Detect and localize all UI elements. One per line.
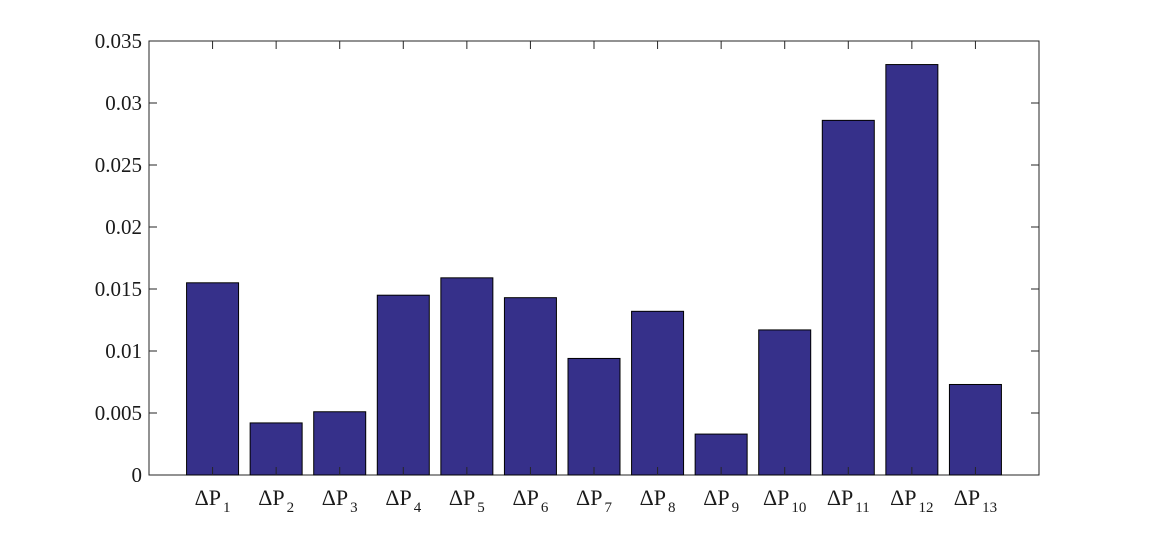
x-tick-label-4: ΔP 4	[385, 485, 421, 516]
bar-2	[249, 422, 303, 476]
y-tick-label-2: 0.01	[105, 339, 142, 363]
x-tick-label-13: ΔP 13	[954, 485, 997, 516]
y-tick-label-0: 0	[132, 463, 143, 487]
bar-1	[186, 282, 240, 476]
x-tick-label-base: ΔP	[512, 485, 538, 510]
ticks-layer	[149, 40, 1039, 476]
y-tick-label-4: 0.02	[105, 215, 142, 239]
bar-11	[821, 119, 875, 476]
bar-7	[567, 357, 621, 476]
x-tick-label-subscript: 1	[223, 500, 231, 516]
bar-10	[758, 329, 812, 476]
x-tick-label-base: ΔP	[258, 485, 284, 510]
x-tick-label-base: ΔP	[322, 485, 348, 510]
x-tick-label-base: ΔP	[449, 485, 475, 510]
x-tick-label-base: ΔP	[195, 485, 221, 510]
bar-13	[948, 383, 1002, 476]
y-tick-label-3: 0.015	[95, 277, 142, 301]
x-tick-label-base: ΔP	[703, 485, 729, 510]
x-tick-label-base: ΔP	[640, 485, 666, 510]
x-tick-label-9: ΔP 9	[703, 485, 739, 516]
x-tick-label-subscript: 9	[732, 500, 740, 516]
x-axis-tick-labels: ΔP 1 ΔP 2 ΔP 3 ΔP 4 ΔP 5 ΔP 6 ΔP 7 ΔP 8 ΔP 9 ΔP 10 ΔP 11 ΔP 12 Δ…	[195, 485, 997, 516]
x-tick-label-1: ΔP 1	[195, 485, 231, 516]
bar-5	[440, 277, 494, 476]
x-tick-label-7: ΔP 7	[576, 485, 612, 516]
y-tick-label-5: 0.025	[95, 153, 142, 177]
x-tick-label-base: ΔP	[954, 485, 980, 510]
bar-4	[376, 294, 430, 476]
y-tick-label-6: 0.03	[105, 91, 142, 115]
bar-6	[503, 297, 557, 476]
bar-12	[885, 64, 939, 476]
x-tick-label-subscript: 12	[919, 500, 934, 516]
x-tick-label-8: ΔP 8	[640, 485, 676, 516]
bar-3	[313, 411, 367, 476]
x-tick-label-12: ΔP 12	[890, 485, 933, 516]
x-tick-label-3: ΔP 3	[322, 485, 358, 516]
x-tick-label-base: ΔP	[890, 485, 916, 510]
x-tick-label-subscript: 4	[414, 500, 422, 516]
x-tick-label-11: ΔP 11	[827, 485, 870, 516]
x-tick-label-subscript: 6	[541, 500, 549, 516]
x-tick-label-base: ΔP	[576, 485, 602, 510]
x-tick-label-2: ΔP 2	[258, 485, 294, 516]
x-tick-label-10: ΔP 10	[763, 485, 806, 516]
x-tick-label-subscript: 3	[350, 500, 358, 516]
x-tick-label-base: ΔP	[827, 485, 853, 510]
x-tick-label-5: ΔP 5	[449, 485, 485, 516]
bar-8	[631, 310, 685, 476]
x-tick-label-subscript: 10	[791, 500, 806, 516]
x-tick-label-base: ΔP	[385, 485, 411, 510]
x-tick-label-6: ΔP 6	[512, 485, 548, 516]
bars-layer	[186, 64, 1002, 476]
x-tick-label-subscript: 2	[287, 500, 295, 516]
y-axis-tick-labels: 0 0.005 0.01 0.015 0.02 0.025 0.03 0.035	[95, 29, 142, 487]
x-tick-label-subscript: 11	[855, 500, 869, 516]
y-tick-label-7: 0.035	[95, 29, 142, 53]
x-tick-label-subscript: 8	[668, 500, 676, 516]
x-tick-label-subscript: 7	[604, 500, 612, 516]
x-tick-label-base: ΔP	[763, 485, 789, 510]
x-tick-label-subscript: 5	[477, 500, 485, 516]
x-tick-label-subscript: 13	[982, 500, 997, 516]
y-tick-label-1: 0.005	[95, 401, 142, 425]
